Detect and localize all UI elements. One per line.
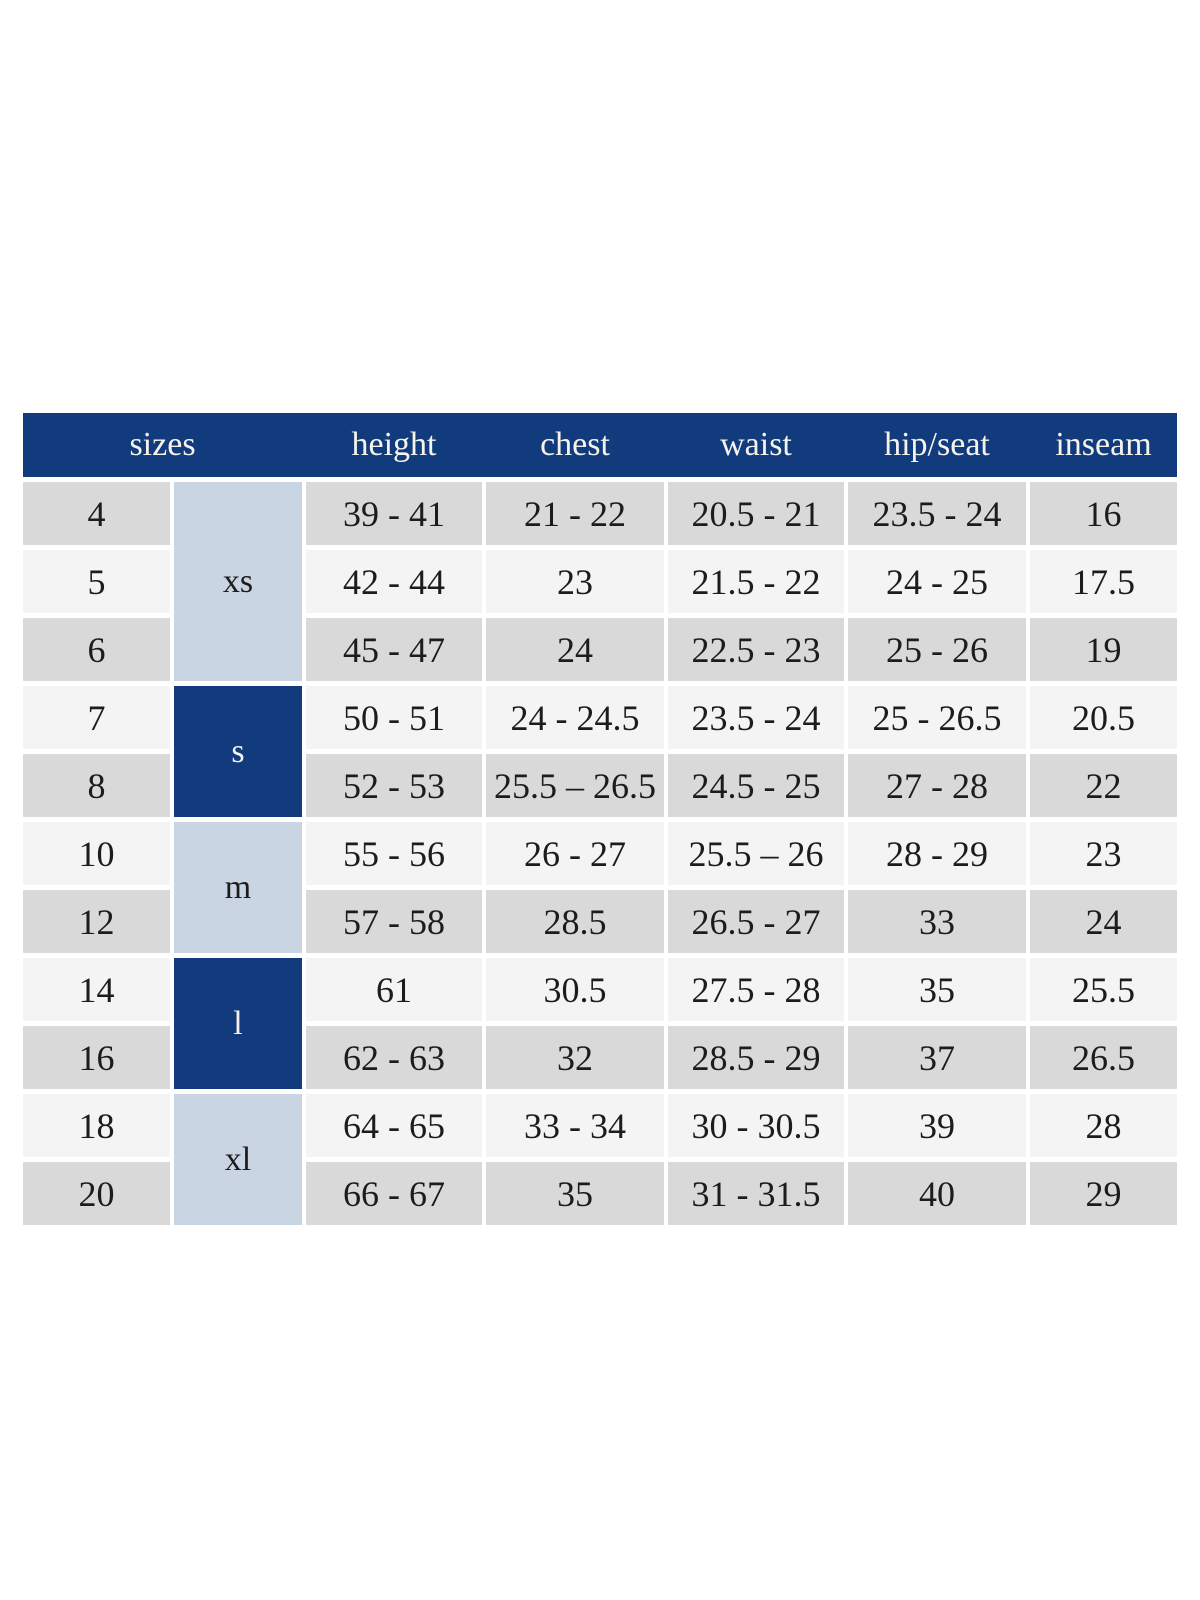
header-height: height xyxy=(351,426,437,463)
waist-cell: 28.5 - 29 xyxy=(668,1026,844,1089)
size-number-cell: 6 xyxy=(23,618,170,681)
inseam-cell: 16 xyxy=(1030,482,1177,545)
hip-seat-cell: 25 - 26 xyxy=(848,618,1026,681)
waist-cell: 23.5 - 24 xyxy=(668,686,844,749)
chest-cell: 24 - 24.5 xyxy=(486,686,664,749)
height-cell: 66 - 67 xyxy=(306,1162,482,1225)
header-sizes: sizes xyxy=(129,426,196,463)
size-number-cell: 18 xyxy=(23,1094,170,1157)
header-chest: chest xyxy=(540,426,610,463)
inseam-cell: 25.5 xyxy=(1030,958,1177,1021)
chest-cell: 30.5 xyxy=(486,958,664,1021)
size-number-cell: 12 xyxy=(23,890,170,953)
hip-seat-cell: 39 xyxy=(848,1094,1026,1157)
size-number-cell: 8 xyxy=(23,754,170,817)
size-chart-table: sizes height chest waist hip/seat inseam… xyxy=(23,413,1177,1225)
waist-cell: 30 - 30.5 xyxy=(668,1094,844,1157)
chest-cell: 21 - 22 xyxy=(486,482,664,545)
inseam-cell: 22 xyxy=(1030,754,1177,817)
chest-cell: 25.5 – 26.5 xyxy=(486,754,664,817)
inseam-cell: 19 xyxy=(1030,618,1177,681)
table-header-row: sizes height chest waist hip/seat inseam xyxy=(23,413,1177,477)
hip-seat-cell: 27 - 28 xyxy=(848,754,1026,817)
chest-cell: 35 xyxy=(486,1162,664,1225)
hip-seat-cell: 25 - 26.5 xyxy=(848,686,1026,749)
hip-seat-cell: 23.5 - 24 xyxy=(848,482,1026,545)
waist-cell: 20.5 - 21 xyxy=(668,482,844,545)
hip-seat-cell: 35 xyxy=(848,958,1026,1021)
height-cell: 42 - 44 xyxy=(306,550,482,613)
inseam-cell: 28 xyxy=(1030,1094,1177,1157)
size-chart: sizes height chest waist hip/seat inseam… xyxy=(23,413,1177,1225)
height-cell: 62 - 63 xyxy=(306,1026,482,1089)
size-group-cell-xs: xs xyxy=(174,482,302,681)
waist-cell: 31 - 31.5 xyxy=(668,1162,844,1225)
waist-cell: 25.5 – 26 xyxy=(668,822,844,885)
waist-cell: 22.5 - 23 xyxy=(668,618,844,681)
height-cell: 52 - 53 xyxy=(306,754,482,817)
inseam-cell: 29 xyxy=(1030,1162,1177,1225)
size-number-cell: 14 xyxy=(23,958,170,1021)
size-number-cell: 4 xyxy=(23,482,170,545)
height-cell: 57 - 58 xyxy=(306,890,482,953)
chest-cell: 33 - 34 xyxy=(486,1094,664,1157)
inseam-cell: 26.5 xyxy=(1030,1026,1177,1089)
height-cell: 45 - 47 xyxy=(306,618,482,681)
inseam-cell: 24 xyxy=(1030,890,1177,953)
hip-seat-cell: 33 xyxy=(848,890,1026,953)
size-group-cell-l: l xyxy=(174,958,302,1089)
size-number-cell: 10 xyxy=(23,822,170,885)
header-hip-seat: hip/seat xyxy=(884,426,990,463)
size-number-cell: 20 xyxy=(23,1162,170,1225)
height-cell: 64 - 65 xyxy=(306,1094,482,1157)
height-cell: 50 - 51 xyxy=(306,686,482,749)
hip-seat-cell: 40 xyxy=(848,1162,1026,1225)
hip-seat-cell: 28 - 29 xyxy=(848,822,1026,885)
size-group-cell-s: s xyxy=(174,686,302,817)
inseam-cell: 17.5 xyxy=(1030,550,1177,613)
hip-seat-cell: 24 - 25 xyxy=(848,550,1026,613)
size-group-cell-m: m xyxy=(174,822,302,953)
size-group-cell-xl: xl xyxy=(174,1094,302,1225)
inseam-cell: 20.5 xyxy=(1030,686,1177,749)
header-inseam: inseam xyxy=(1055,426,1152,463)
chest-cell: 28.5 xyxy=(486,890,664,953)
size-number-cell: 16 xyxy=(23,1026,170,1089)
chest-cell: 24 xyxy=(486,618,664,681)
height-cell: 39 - 41 xyxy=(306,482,482,545)
chest-cell: 32 xyxy=(486,1026,664,1089)
waist-cell: 27.5 - 28 xyxy=(668,958,844,1021)
waist-cell: 21.5 - 22 xyxy=(668,550,844,613)
chest-cell: 23 xyxy=(486,550,664,613)
waist-cell: 24.5 - 25 xyxy=(668,754,844,817)
height-cell: 55 - 56 xyxy=(306,822,482,885)
waist-cell: 26.5 - 27 xyxy=(668,890,844,953)
hip-seat-cell: 37 xyxy=(848,1026,1026,1089)
header-waist: waist xyxy=(720,426,792,463)
chest-cell: 26 - 27 xyxy=(486,822,664,885)
size-number-cell: 5 xyxy=(23,550,170,613)
table-header-grid: sizes height chest waist hip/seat inseam xyxy=(23,413,1177,477)
height-cell: 61 xyxy=(306,958,482,1021)
inseam-cell: 23 xyxy=(1030,822,1177,885)
size-number-cell: 7 xyxy=(23,686,170,749)
